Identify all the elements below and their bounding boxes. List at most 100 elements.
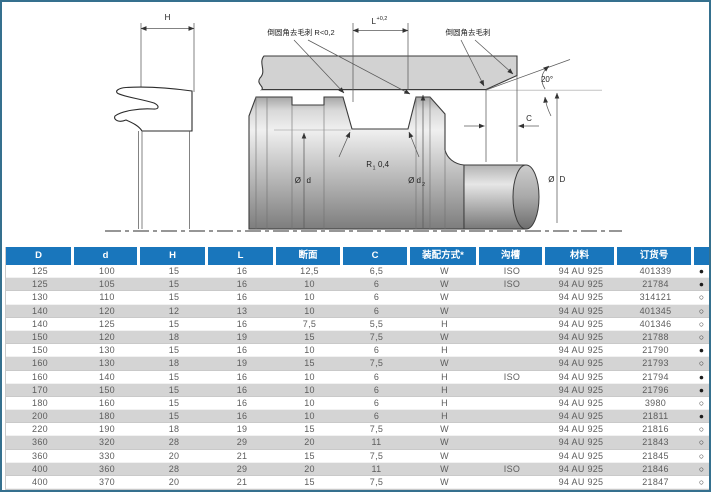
col-header-4: 断面: [276, 247, 343, 265]
table-cell: 7,5: [302, 318, 317, 329]
dim-dia-d2: Ø d 2: [408, 94, 426, 228]
table-cell: 360: [32, 450, 48, 461]
dim-label-20deg: 20°: [541, 75, 553, 84]
table-cell: 15: [168, 318, 180, 329]
table-cell: 21788: [642, 331, 669, 342]
table-cell: 28: [168, 463, 180, 474]
table-cell: 94 AU 925: [558, 463, 604, 474]
table-cell: 170: [32, 384, 48, 395]
seal-profile-section: H: [114, 13, 195, 229]
stock-indicator: ●: [698, 384, 705, 395]
table-cell: 21811: [642, 411, 669, 422]
table-cell: 401345: [639, 305, 672, 316]
stock-indicator: ○: [698, 331, 705, 342]
table-cell: 6: [373, 397, 380, 408]
table-cell: 6: [373, 345, 380, 356]
table-cell: 190: [99, 424, 115, 435]
dim-label-c: C: [526, 114, 532, 123]
table-cell: 160: [32, 358, 48, 369]
deburr-callout-right: 倒圆角去毛刺: [446, 27, 514, 87]
table-cell: 15: [168, 397, 180, 408]
table-cell: 15: [168, 292, 180, 303]
table-cell: 94 AU 925: [558, 305, 604, 316]
table-cell: 94 AU 925: [558, 437, 604, 448]
table-cell: 7,5: [369, 331, 384, 342]
dim-dia-D: Ø D: [548, 92, 566, 223]
table-row: 150 120 18 19 15 7,5 W 94 AU 925 21788 ○: [6, 330, 709, 345]
dim-label-l-tolerance: +0,2: [377, 16, 388, 22]
table-cell: [479, 476, 545, 489]
table-cell: W: [440, 331, 449, 342]
table-cell: 94 AU 925: [558, 266, 604, 276]
table-cell: ISO: [503, 463, 521, 474]
table-cell: 94 AU 925: [558, 411, 604, 422]
table-body: 125 100 15 16 12,5 6,5 W ISO 94 AU 925 401339 ● 125…: [6, 265, 709, 490]
table-cell: 110: [99, 292, 115, 303]
table-cell: 7,5: [369, 424, 384, 435]
dim-dia-d: Ø d: [295, 132, 311, 228]
table-cell: 140: [32, 305, 48, 316]
table-cell: 10: [304, 384, 315, 395]
table-row: 125 105 15 16 10 6 W ISO 94 AU 925 21784 ●: [6, 278, 709, 292]
stock-indicator: ○: [698, 397, 705, 408]
table-cell: 125: [32, 279, 48, 290]
table-cell: 120: [99, 331, 115, 342]
table-cell: 150: [99, 384, 115, 395]
table-row: 170 150 15 16 10 6 H 94 AU 925 21796 ●: [6, 383, 709, 397]
table-cell: 314121: [639, 292, 672, 303]
table-cell: 21784: [642, 279, 669, 290]
table-cell: W: [440, 266, 449, 276]
table-cell: 140: [99, 371, 115, 382]
table-cell: 19: [236, 424, 248, 435]
table-row: 140 120 12 13 10 6 W 94 AU 925 401345 ○: [6, 304, 709, 318]
table-cell: 330: [99, 450, 115, 461]
table-row: 360 320 28 29 20 11 W 94 AU 925 21843 ○: [6, 436, 709, 450]
table-cell: 401346: [639, 318, 672, 329]
table-cell: 6: [373, 305, 380, 316]
table-cell: 400: [32, 477, 48, 487]
deburr-left-label: 倒圆角去毛刺 R<0,2: [267, 27, 334, 37]
deburr-callout-left: 倒圆角去毛刺 R<0,2: [267, 27, 411, 95]
stock-indicator: ○: [698, 292, 705, 303]
table-cell: ISO: [503, 371, 521, 382]
col-header-7: 沟槽: [479, 247, 545, 265]
table-cell: 6: [373, 411, 380, 422]
dia-d-letter: d: [307, 176, 311, 185]
seal-cross-section: [114, 86, 193, 132]
table-cell: [479, 423, 545, 436]
table-cell: 15: [168, 371, 180, 382]
table-cell: 360: [99, 463, 115, 474]
dim-L: L +0,2: [352, 16, 409, 102]
table-cell: 20: [304, 437, 315, 448]
table-row: 125 100 15 16 12,5 6,5 W ISO 94 AU 925 401339 ●: [6, 265, 709, 279]
table-cell: 160: [99, 397, 115, 408]
table-cell: 10: [304, 292, 315, 303]
table-cell: 13: [236, 305, 248, 316]
table-cell: 6: [373, 384, 380, 395]
table-cell: 10: [304, 411, 315, 422]
table-cell: 160: [32, 371, 48, 382]
table-cell: 150: [32, 345, 48, 356]
table-cell: 21793: [642, 358, 669, 369]
table-cell: ISO: [503, 279, 521, 290]
table-cell: 94 AU 925: [558, 450, 604, 461]
housing-section: 20°: [258, 55, 602, 117]
table-cell: 16: [236, 384, 248, 395]
stock-indicator: ○: [698, 437, 705, 448]
table-cell: 21845: [642, 450, 669, 461]
table-row: 150 130 15 16 10 6 H 94 AU 925 21790 ●: [6, 344, 709, 358]
table-cell: 15: [168, 411, 180, 422]
table-cell: [479, 305, 545, 318]
rod-end-cap: [512, 164, 540, 230]
table-cell: [479, 344, 545, 357]
table-cell: W: [440, 279, 449, 290]
table-cell: 10: [304, 279, 315, 290]
stock-indicator: ○: [698, 358, 705, 369]
dia-D-symbol: Ø: [548, 175, 554, 184]
stock-indicator: ○: [698, 424, 705, 435]
table-cell: 130: [32, 292, 48, 303]
table-row: 130 110 15 16 10 6 W 94 AU 925 314121 ○: [6, 291, 709, 305]
table-cell: 320: [99, 437, 115, 448]
table-cell: 16: [236, 318, 248, 329]
